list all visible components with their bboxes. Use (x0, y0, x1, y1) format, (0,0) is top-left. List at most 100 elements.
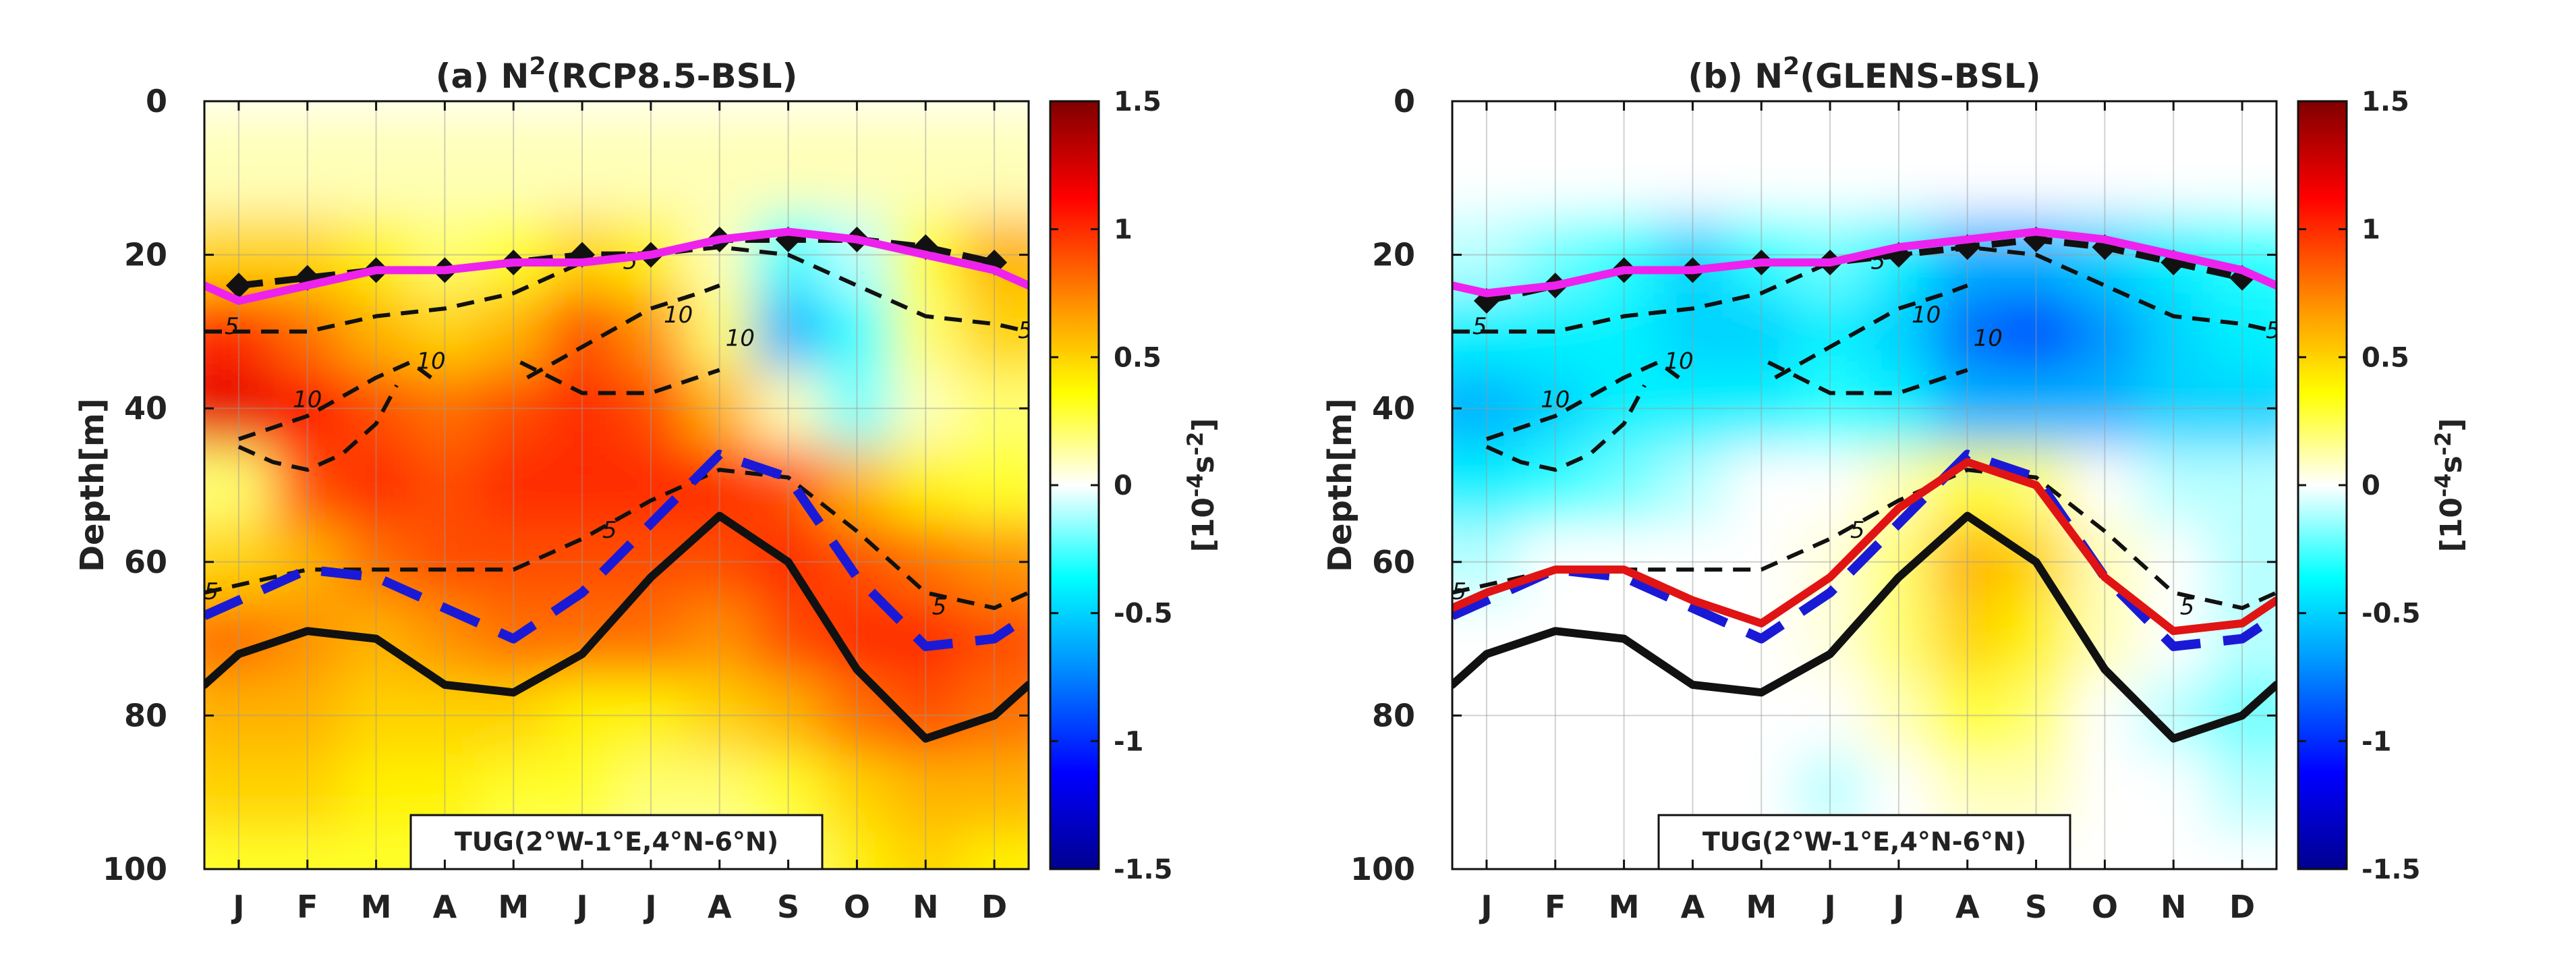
y-tick-label: 80 (124, 697, 167, 733)
heatmap-cell (1864, 600, 1933, 677)
heatmap-cell (273, 370, 342, 447)
heatmap-cell (617, 600, 685, 677)
heatmap-cell (2208, 112, 2277, 217)
contour-line (237, 384, 399, 472)
y-tick-label: 100 (103, 851, 167, 887)
heatmap-cell (1658, 447, 1727, 524)
colorbar-label-end: ] (1186, 418, 1221, 432)
heatmap-cell (1520, 370, 1590, 447)
contour-line (526, 283, 720, 380)
y-tick-label: 0 (1394, 83, 1415, 119)
heatmap-cell (2070, 293, 2140, 370)
heatmap-cell (960, 370, 1029, 447)
x-tick-label: F (297, 889, 318, 925)
heatmap-cell (2139, 447, 2208, 524)
x-tick-label: N (913, 889, 939, 925)
heatmap-field (204, 101, 1029, 869)
colorbar-tick-label: -1 (2362, 726, 2391, 757)
y-tick-label: 40 (124, 390, 167, 426)
axes-frame (203, 100, 1030, 870)
colorbar-tick-label: -0.5 (1114, 599, 1172, 630)
heatmap-cell (1933, 677, 2002, 754)
heatmap-cell (410, 112, 480, 217)
colorbar-tick-label: -1.5 (1114, 854, 1172, 885)
contour-line (519, 360, 720, 395)
heatmap-cell (822, 293, 892, 370)
colorbar-label: [10-4s-2] (1182, 418, 1221, 553)
heatmap-cell (2070, 523, 2140, 601)
heatmap-cell (341, 112, 411, 217)
heatmap-cell (960, 523, 1029, 601)
heatmap-cell (2208, 754, 2277, 831)
x-tick-label: J (1823, 889, 1836, 925)
chart-title-main: (b) N (1688, 57, 1783, 96)
heatmap-cell (410, 523, 480, 601)
heatmap-cell (1933, 370, 2002, 447)
x-tick-label: F (1545, 889, 1566, 925)
x-tick-label: O (2092, 889, 2118, 925)
colorbar-tick-label: -1 (1114, 726, 1143, 757)
heatmap-cell (822, 112, 892, 217)
heatmap-cell (1796, 677, 1864, 754)
x-tick-label: D (981, 889, 1007, 925)
contour-line (1774, 283, 1968, 380)
heatmap-cell (685, 293, 754, 370)
contour-label: 10 (1664, 348, 1693, 374)
heatmap-cell (617, 447, 685, 524)
heatmap-cell (1452, 831, 1521, 869)
heatmap-cell (685, 677, 754, 754)
heatmap-cell (410, 293, 480, 370)
colorbar-label-sup2: -2 (2430, 432, 2456, 456)
heatmap-cell (1658, 293, 1727, 370)
heatmap-cell (1933, 600, 2002, 677)
y-tick-label: 100 (1350, 851, 1415, 887)
colorbar-label: [10-4s-2] (2430, 418, 2469, 553)
heatmap-cell (548, 112, 617, 217)
heatmap-cell (1452, 216, 1521, 294)
heatmap-cell (1452, 370, 1521, 447)
heatmap-cell (410, 370, 480, 447)
region-label: TUG(2°W-1°E,4°N-6°N) (1702, 827, 2026, 857)
x-tick-label: N (2160, 889, 2187, 925)
chart-title: (a) N2(RCP8.5-BSL) (436, 53, 798, 96)
heatmap-cell (341, 677, 411, 754)
diamond-marker (225, 273, 252, 299)
heatmap-cell (891, 370, 961, 447)
x-tick-label: J (643, 889, 656, 925)
heatmap-cell (753, 293, 823, 370)
heatmap-cell (1589, 293, 1659, 370)
x-tick-label: J (1479, 889, 1492, 925)
heatmap-cell (479, 112, 548, 217)
heatmap-cell (548, 677, 617, 754)
heatmap-cell (1796, 293, 1864, 370)
contour-line (1767, 360, 1968, 395)
x-tick-label: O (844, 889, 870, 925)
heatmap-cell (1520, 293, 1590, 370)
data-lines (204, 226, 1029, 743)
heatmap-cell (891, 523, 961, 601)
heatmap-cell (2208, 523, 2277, 601)
heatmap-cell (1796, 447, 1864, 524)
x-tick-label: A (1681, 889, 1705, 925)
heatmap-cell (2001, 370, 2071, 447)
chart-title: (b) N2(GLENS-BSL) (1688, 53, 2040, 96)
data-lines (1452, 226, 2277, 743)
heatmap-cell (753, 112, 823, 217)
heatmap-cell (822, 370, 892, 447)
x-tick-label: J (231, 889, 244, 925)
heatmap-cell (1727, 447, 1796, 524)
heatmap-cell (204, 677, 273, 754)
heatmap-cell (1589, 754, 1659, 831)
colorbar-label-sup: -4 (2430, 473, 2456, 497)
heatmap-cell (2001, 293, 2071, 370)
heatmap-cells (204, 112, 1029, 869)
x-tick-label: M (361, 889, 392, 925)
series-line-blue-dashed (204, 449, 1029, 651)
heatmap-cell (1452, 112, 1521, 217)
heatmap-cell (1658, 112, 1727, 217)
contour-label: 10 (1541, 386, 1570, 413)
heatmap-cell (1589, 677, 1659, 754)
